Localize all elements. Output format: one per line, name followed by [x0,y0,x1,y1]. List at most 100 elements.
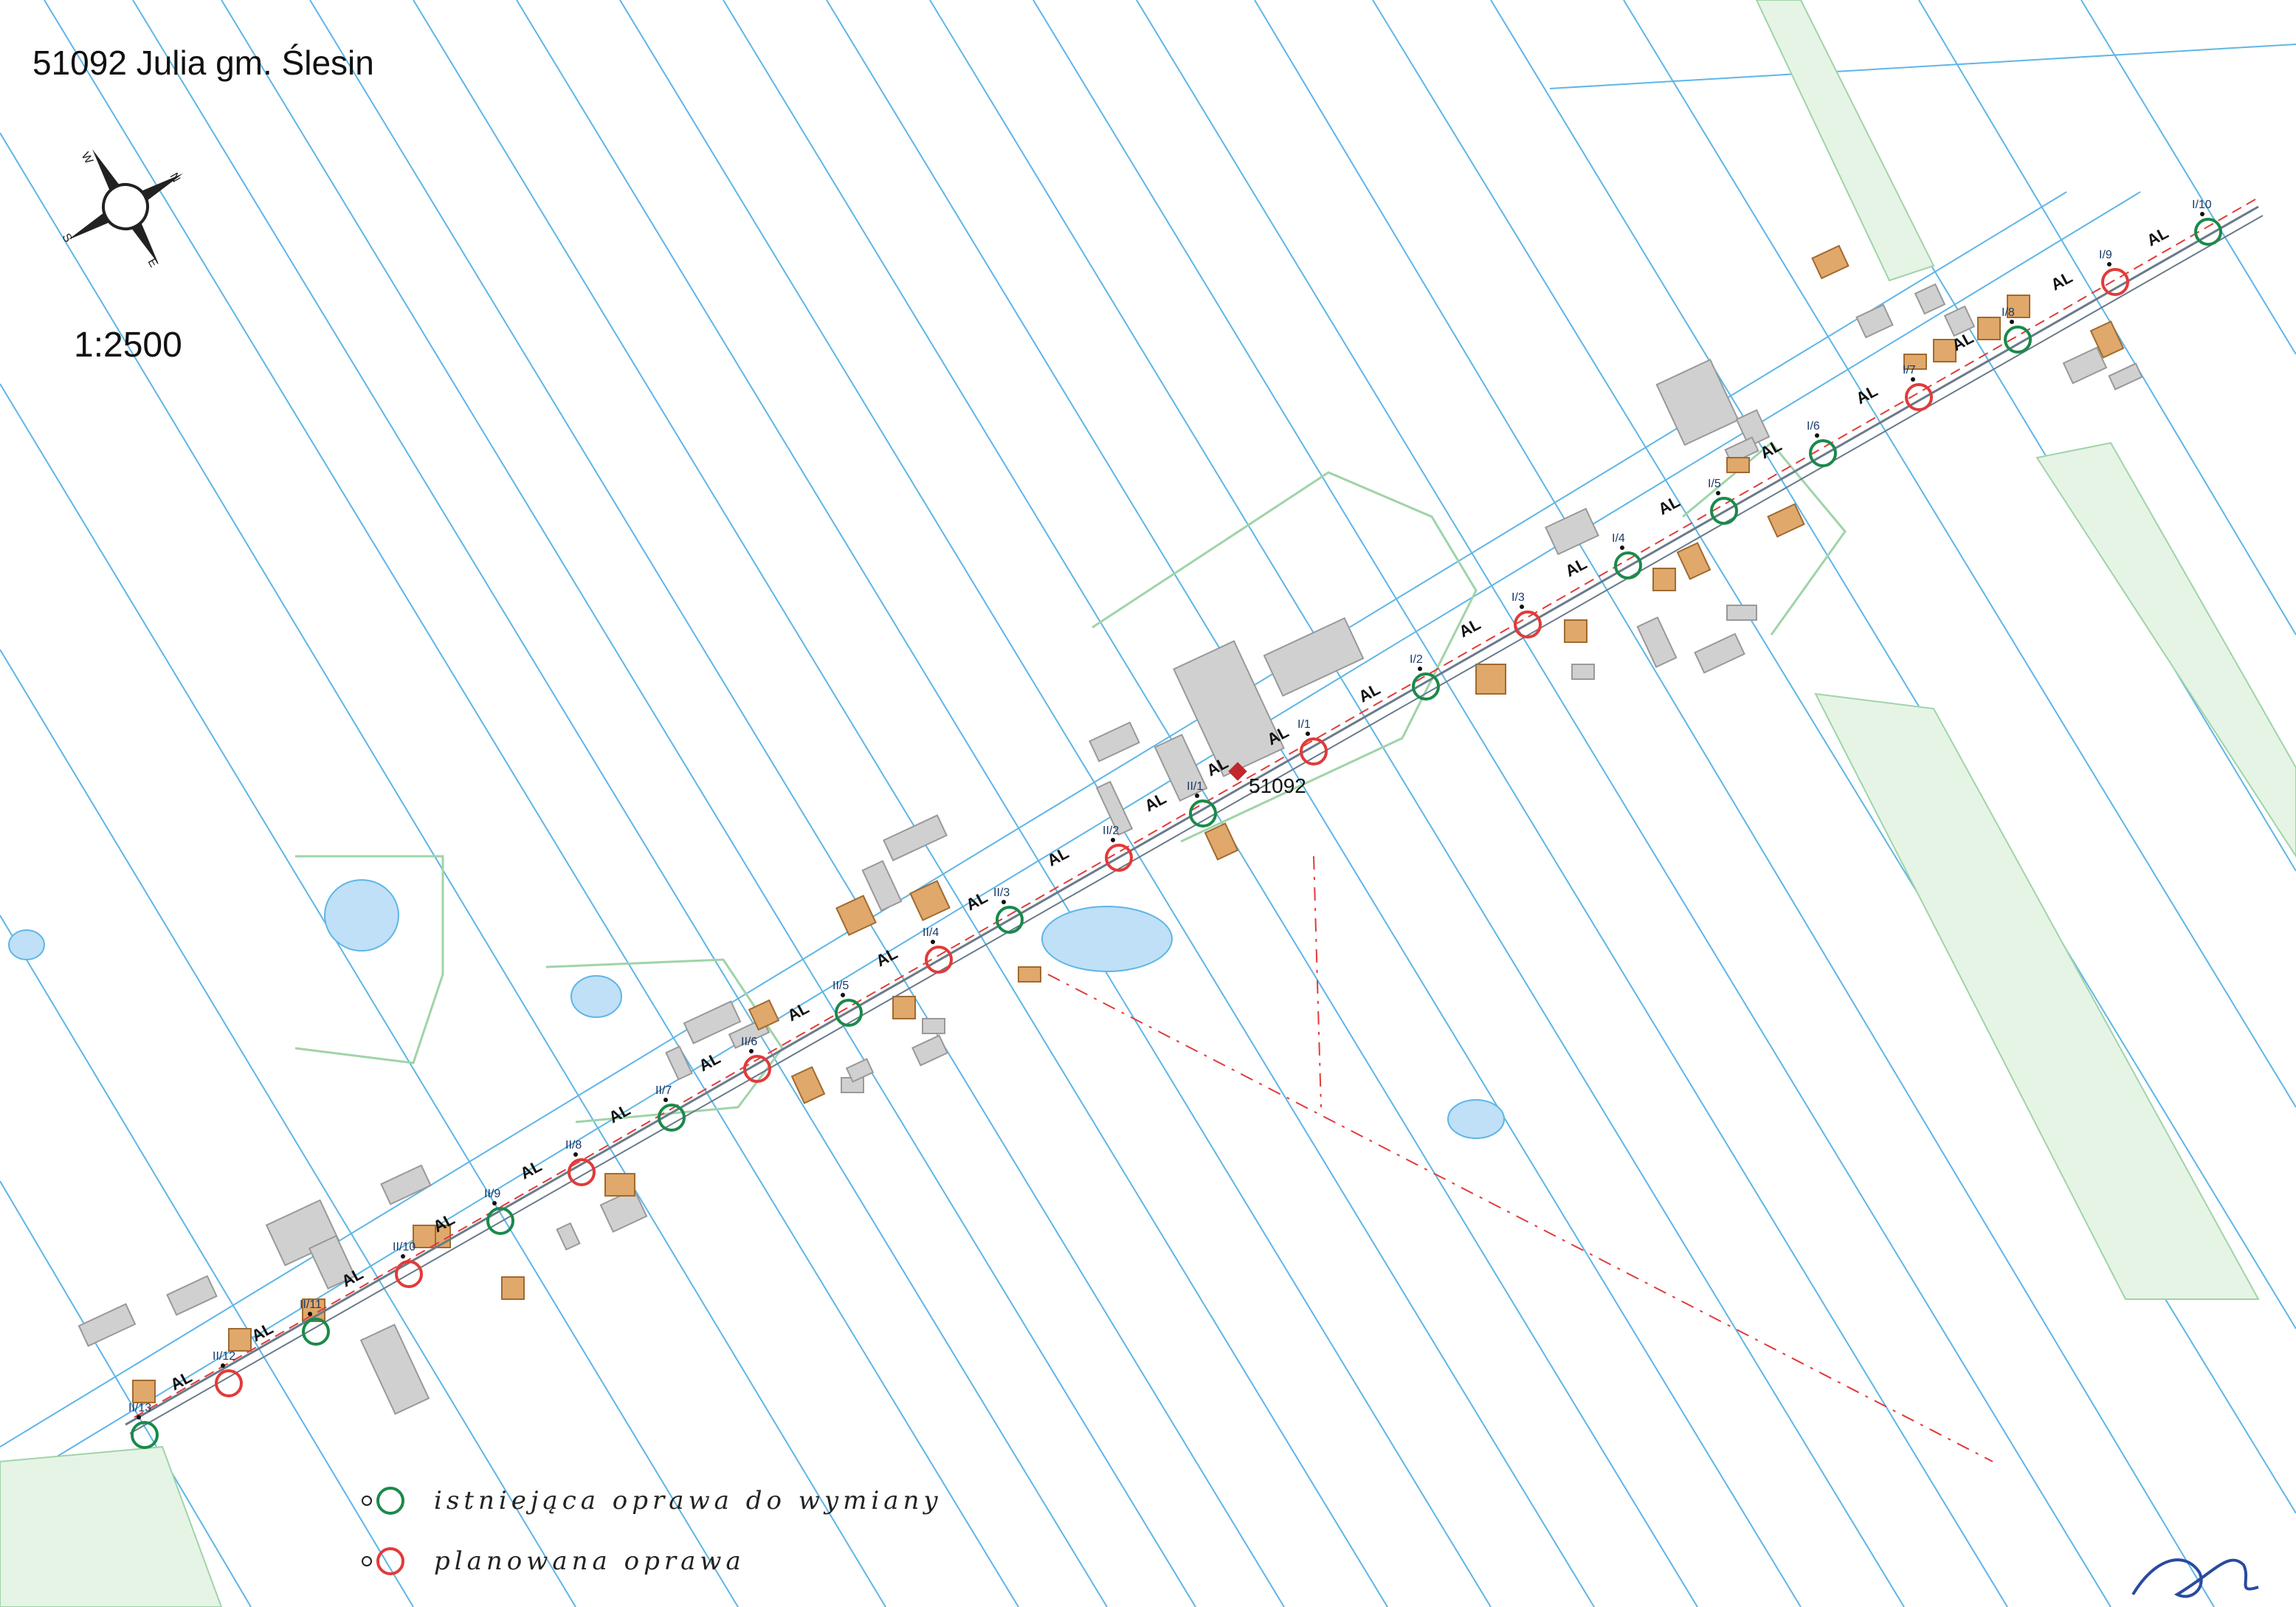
pole-dot [1520,605,1524,609]
lamp-line2-10: II/10 [393,1241,423,1288]
al-label: AL [1655,492,1683,519]
pole-dot [308,1312,312,1316]
legend-existing-label: istniejąca oprawa do wymiany [434,1486,942,1515]
pole-dot [1911,377,1915,382]
existing-lamp-marker [658,1104,686,1132]
planned-lamp-marker [1905,383,1933,411]
al-label: AL [606,1101,634,1127]
planned-lamp-marker [925,946,953,974]
lamp-line1-2: I/2 [1410,653,1440,701]
lamp-label: II/6 [741,1036,757,1048]
planned-lamp-marker [568,1158,596,1186]
lamp-line1-10: I/10 [2192,199,2222,246]
legend-dot-icon [362,1556,372,1566]
pole-dot [931,940,935,944]
lamp-line1-3: I/3 [1511,591,1542,639]
al-labels: ALALALALALALALALALALALALALALALALALALALAL… [168,224,2172,1394]
planned-lamp-marker [215,1369,243,1397]
ponds [8,879,1505,1139]
lamp-label: II/11 [300,1298,322,1311]
green-band-north [1755,0,1935,282]
buildings-planned [132,244,2125,1403]
lamp-label: II/10 [393,1241,416,1253]
planned-lamp-marker [1105,844,1133,872]
lamp-label: I/5 [1708,478,1721,490]
lamp-label: II/3 [993,887,1010,899]
lamp-line2-8: II/8 [565,1139,596,1186]
compass-east: E [145,257,160,270]
existing-lamp-marker [486,1207,514,1235]
existing-lamp-marker [2004,326,2032,354]
lamp-label: I/9 [2099,249,2112,261]
lamp-line2-11: II/11 [300,1298,330,1346]
al-label: AL [785,999,813,1025]
al-label: AL [517,1157,545,1183]
planned-lamp-marker [1300,737,1328,765]
dashed-route-south [1313,856,1322,1108]
lamp-label: I/2 [1410,653,1423,666]
buildings-existing [77,283,2143,1415]
lamp-line1-9: I/9 [2099,249,2129,296]
green-zones [294,441,1847,1123]
legend-planned-label: planowana oprawa [434,1546,745,1576]
legend-row-existing: istniejąca oprawa do wymiany [362,1479,942,1523]
lamp-line2-9: II/9 [484,1188,514,1235]
al-label: AL [1044,844,1072,870]
compass-south: S [60,232,75,245]
green-band-far-east [2035,441,2296,858]
lamp-line1-7: I/7 [1903,364,1933,411]
pole-dot [1620,546,1624,550]
pole-dot [1111,838,1115,842]
lamp-line2-4: II/4 [923,926,953,974]
pole-dot [663,1098,668,1102]
pole-dot [749,1049,754,1053]
lamp-line2-2: II/2 [1103,825,1133,872]
al-label: AL [1456,615,1484,641]
lamp-line1-1: I/1 [1297,718,1328,765]
legend: istniejąca oprawa do wymiany planowana o… [362,1473,952,1583]
al-label: AL [696,1049,724,1076]
lamp-label: II/1 [1187,780,1203,793]
existing-lamp-marker [1614,551,1642,579]
lamp-line2-6: II/6 [741,1036,771,1083]
al-label: AL [1562,554,1590,581]
signature-icon [2131,1558,2259,1598]
lamp-line2-5: II/5 [832,980,863,1027]
lamp-label: II/2 [1103,825,1119,837]
pole-dot [573,1152,578,1157]
pole-dot [221,1363,225,1368]
dashed-route-se [1047,974,1993,1462]
station-label: 51092 [1249,774,1306,797]
lamp-label: II/12 [213,1350,235,1363]
lamp-label: I/10 [2192,199,2212,211]
legend-row-planned: planowana oprawa [362,1539,745,1583]
lamp-label: II/9 [484,1188,500,1200]
lamp-label: I/8 [2002,306,2015,319]
lamp-label: I/3 [1511,591,1525,604]
legend-dot-icon [362,1496,372,1506]
compass-icon: N W S E [60,149,183,270]
pole-dot [401,1254,405,1259]
green-corner-sw [0,1445,223,1607]
pole-dot [1306,732,1310,736]
green-band-east [1814,692,2260,1300]
existing-lamp-marker [302,1318,330,1346]
lamp-label: I/1 [1297,718,1311,731]
lamp-label: I/6 [1807,420,1820,433]
pole-dot [2107,262,2111,266]
existing-lamp-marker [1809,439,1837,467]
lamp-label: II/13 [128,1402,151,1414]
map-scale: 1:2500 [74,326,182,365]
existing-lamp-marker [1710,497,1738,525]
al-label: AL [2144,224,2172,250]
existing-lamp-marker [1412,672,1440,701]
planned-lamp-icon [376,1547,404,1575]
lamp-label: I/4 [1612,532,1625,545]
existing-lamp-marker [1189,799,1217,827]
lamp-line1-6: I/6 [1807,420,1837,467]
existing-lamp-marker [2194,218,2222,246]
lamp-label: II/5 [832,980,849,992]
lamp-line2-13: II/13 [128,1402,159,1449]
al-label: AL [168,1368,196,1394]
